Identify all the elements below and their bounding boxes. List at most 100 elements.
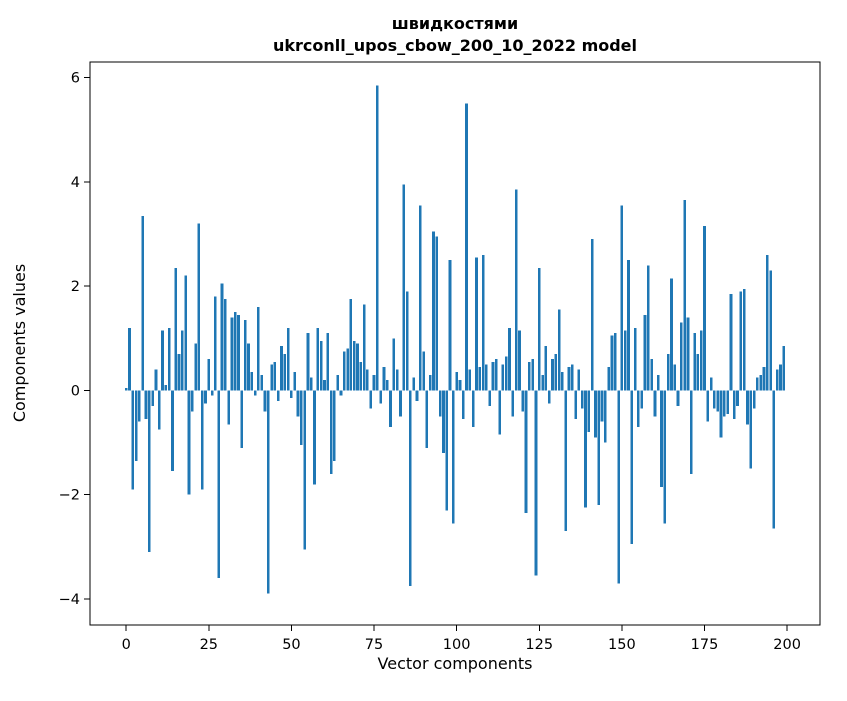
bar xyxy=(524,390,528,513)
bar xyxy=(637,390,640,427)
bar xyxy=(438,390,442,417)
bar xyxy=(491,361,495,391)
bar xyxy=(723,390,726,417)
bar xyxy=(389,390,392,427)
bar xyxy=(683,200,686,391)
bar xyxy=(617,390,620,584)
bar xyxy=(187,390,191,495)
bar xyxy=(379,390,382,404)
bar xyxy=(699,330,703,391)
bar xyxy=(296,390,300,417)
bar xyxy=(607,366,610,391)
bar xyxy=(197,223,201,391)
bar xyxy=(286,327,290,391)
bar xyxy=(518,330,521,391)
bar xyxy=(250,372,254,391)
bar xyxy=(151,390,154,407)
bar xyxy=(769,270,772,391)
bar xyxy=(240,390,244,448)
x-tick-label: 25 xyxy=(200,637,218,653)
bar xyxy=(425,390,429,448)
x-axis-label: Vector components xyxy=(378,654,533,673)
x-tick-label: 150 xyxy=(608,637,636,653)
bar xyxy=(316,327,320,391)
bar xyxy=(494,359,498,391)
y-axis-label: Components values xyxy=(10,264,29,422)
x-tick-label: 50 xyxy=(282,637,300,653)
bar xyxy=(204,390,207,404)
bar xyxy=(485,364,488,391)
bar xyxy=(666,353,670,391)
bar xyxy=(627,260,630,391)
x-tick-label: 200 xyxy=(773,637,801,653)
bar xyxy=(689,390,693,474)
bar xyxy=(220,283,224,391)
bar xyxy=(148,390,151,553)
bar xyxy=(577,369,581,391)
bar xyxy=(547,390,551,404)
bar xyxy=(772,390,776,529)
bar xyxy=(200,390,204,490)
bar xyxy=(448,260,452,391)
bar xyxy=(326,333,330,391)
bar xyxy=(475,257,478,391)
bar xyxy=(551,359,554,391)
bar xyxy=(554,353,558,391)
bar xyxy=(144,390,148,420)
bar xyxy=(409,390,412,586)
bar xyxy=(696,353,700,391)
bar xyxy=(300,390,303,446)
bar xyxy=(157,390,161,430)
bar xyxy=(352,340,356,391)
bar xyxy=(266,390,270,594)
y-tick-label: −2 xyxy=(59,488,80,504)
bar xyxy=(537,267,541,391)
bar xyxy=(765,254,769,391)
y-tick-label: 6 xyxy=(71,71,80,87)
bar xyxy=(471,390,475,427)
bar xyxy=(590,239,594,391)
bar xyxy=(270,364,273,391)
bar xyxy=(276,390,280,401)
bar xyxy=(171,390,174,472)
x-tick-label: 75 xyxy=(365,637,383,653)
bar xyxy=(442,390,445,453)
bar xyxy=(356,343,359,391)
bar xyxy=(465,103,468,391)
bar xyxy=(243,320,247,391)
bar xyxy=(435,236,439,391)
bar xyxy=(319,340,323,391)
bar xyxy=(508,327,511,391)
bar xyxy=(369,390,373,409)
bar xyxy=(604,390,607,443)
y-tick-label: −4 xyxy=(59,592,80,608)
x-tick-label: 100 xyxy=(443,637,471,653)
bar xyxy=(233,312,237,391)
bar xyxy=(349,299,353,391)
bar xyxy=(207,359,211,391)
bar xyxy=(346,348,349,391)
bar xyxy=(663,390,667,524)
bar xyxy=(161,330,164,391)
bar xyxy=(782,346,786,391)
bar xyxy=(660,390,663,487)
bar xyxy=(323,379,326,391)
bar xyxy=(498,390,501,435)
bar xyxy=(759,374,762,391)
bar xyxy=(600,390,604,422)
bar xyxy=(726,390,729,414)
bar xyxy=(224,299,227,391)
bar xyxy=(402,184,406,391)
bar xyxy=(610,335,614,391)
bar xyxy=(643,314,647,391)
bar xyxy=(544,346,548,391)
bar xyxy=(528,361,531,391)
bar xyxy=(124,387,128,391)
bar xyxy=(732,390,736,420)
bar xyxy=(756,377,759,391)
x-tick-label: 175 xyxy=(691,637,719,653)
bar xyxy=(280,346,283,391)
bar xyxy=(415,390,419,401)
bar xyxy=(511,390,515,417)
bar xyxy=(623,330,627,391)
